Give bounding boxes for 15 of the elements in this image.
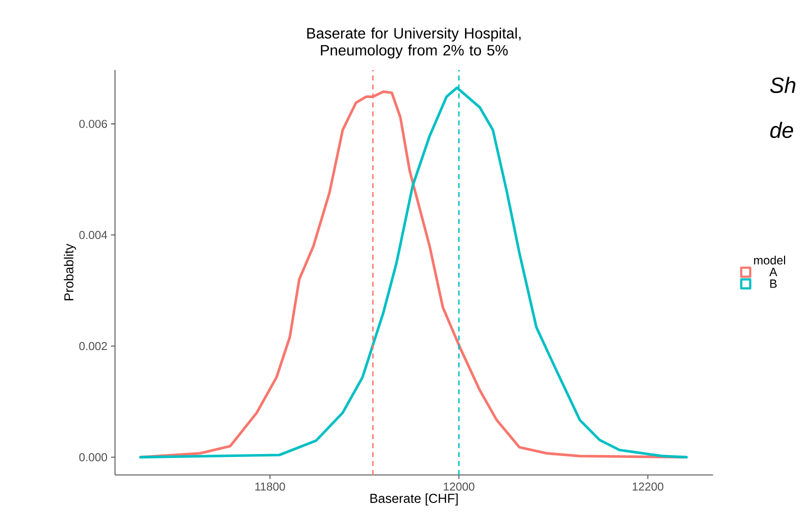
y-tick-label: 0.004 [79,230,108,240]
text: Sh [770,76,796,94]
x-tick-label: 12200 [632,482,664,491]
legend-title: model [754,256,786,264]
legend-label: A [769,268,778,276]
chart-title: Baserate for University Hospital, Pneumology from 2% to 5% [307,28,521,58]
legend-label: B [770,280,777,288]
y-tick-label: 0.006 [79,120,107,128]
y-axis-title: Probablity [64,244,76,300]
x-tick-label: 12000 [444,482,474,491]
x-axis-title: Baserate [CHF] [370,493,458,506]
x-tick-label: 11800 [255,482,285,491]
y-tick-label: 0.000 [79,453,108,462]
text: de [770,122,794,138]
y-tick-label: 0.002 [79,342,107,350]
